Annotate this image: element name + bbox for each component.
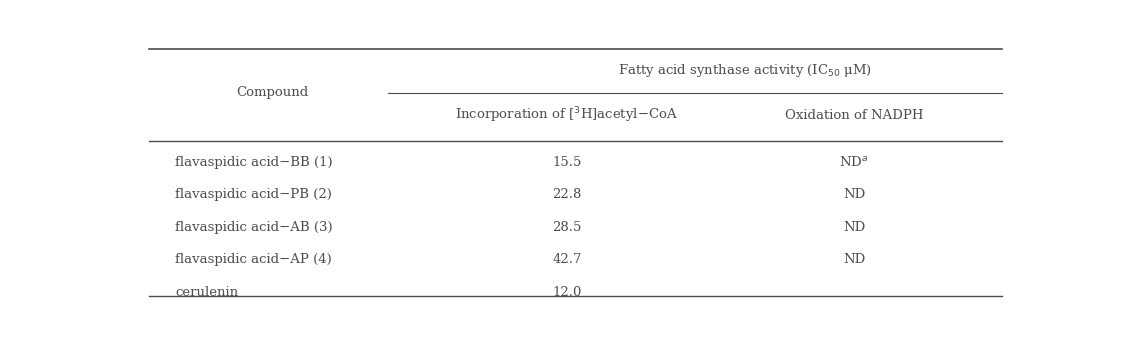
Text: Fatty acid synthase activity (IC$_{50}$ μM): Fatty acid synthase activity (IC$_{50}$ … bbox=[618, 62, 873, 79]
Text: Incorporation of [$^{3}$H]acetyl−CoA: Incorporation of [$^{3}$H]acetyl−CoA bbox=[455, 105, 678, 125]
Text: 22.8: 22.8 bbox=[553, 188, 582, 201]
Text: cerulenin: cerulenin bbox=[175, 286, 238, 299]
Text: 12.0: 12.0 bbox=[553, 286, 582, 299]
Text: flavaspidic acid−BB (1): flavaspidic acid−BB (1) bbox=[175, 156, 332, 168]
Text: ND: ND bbox=[843, 188, 865, 201]
Text: Compound: Compound bbox=[236, 86, 309, 99]
Text: flavaspidic acid−PB (2): flavaspidic acid−PB (2) bbox=[175, 188, 332, 201]
Text: 15.5: 15.5 bbox=[553, 156, 582, 168]
Text: flavaspidic acid−AB (3): flavaspidic acid−AB (3) bbox=[175, 221, 332, 234]
Text: flavaspidic acid−AP (4): flavaspidic acid−AP (4) bbox=[175, 254, 332, 266]
Text: ND$^{a}$: ND$^{a}$ bbox=[839, 155, 869, 169]
Text: Oxidation of NADPH: Oxidation of NADPH bbox=[785, 108, 923, 122]
Text: 28.5: 28.5 bbox=[553, 221, 582, 234]
Text: ND: ND bbox=[843, 221, 865, 234]
Text: 42.7: 42.7 bbox=[553, 254, 582, 266]
Text: ND: ND bbox=[843, 254, 865, 266]
